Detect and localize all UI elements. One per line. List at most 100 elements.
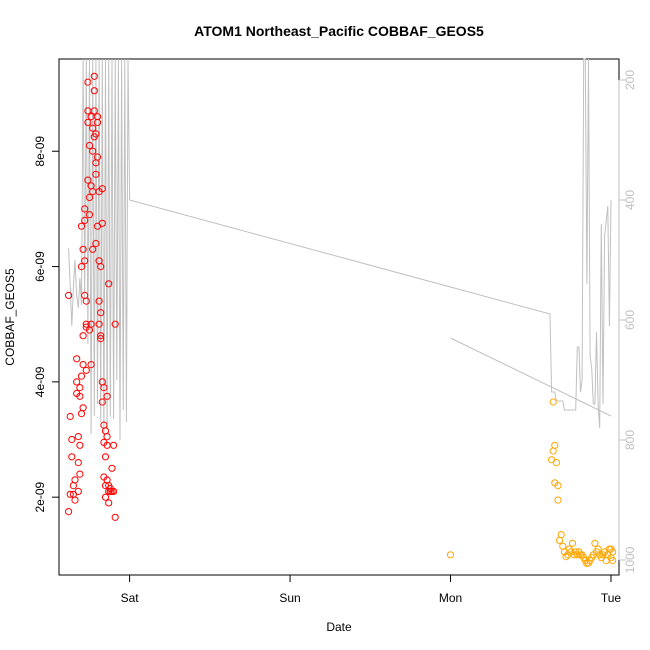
- points-layer: [65, 72, 617, 568]
- data-point: [90, 72, 98, 80]
- data-point: [79, 404, 87, 412]
- data-point: [97, 335, 105, 343]
- data-point: [105, 280, 113, 288]
- data-point: [97, 263, 105, 271]
- data-point: [89, 124, 97, 132]
- data-point: [98, 398, 106, 406]
- data-point: [81, 205, 89, 213]
- y-axis: 2e-09 4e-09 6e-09 8e-09: [33, 136, 60, 513]
- data-point: [111, 320, 119, 328]
- y-tick-label: 8e-09: [33, 136, 47, 167]
- data-point: [101, 453, 110, 461]
- data-point: [100, 384, 108, 392]
- data-point: [95, 297, 103, 305]
- data-point: [77, 263, 86, 271]
- data-point: [76, 384, 84, 392]
- data-point: [79, 361, 87, 369]
- x-axis-label: Date: [326, 620, 352, 634]
- data-point: [85, 141, 94, 150]
- data-point: [108, 464, 116, 472]
- data-point: [79, 332, 87, 340]
- data-point: [85, 211, 94, 219]
- data-point: [73, 355, 81, 363]
- data-point: [74, 487, 82, 495]
- data-point: [557, 531, 565, 539]
- data-point: [84, 78, 92, 86]
- data-point: [92, 130, 100, 138]
- data-point: [92, 170, 100, 178]
- data-point: [85, 193, 94, 201]
- data-point: [90, 107, 98, 115]
- data-point: [77, 410, 86, 418]
- data-point: [552, 459, 561, 467]
- data-point: [549, 398, 557, 406]
- data-point: [82, 366, 90, 374]
- data-point: [76, 392, 84, 400]
- y2-tick-label: 800: [623, 430, 637, 450]
- data-point: [68, 435, 76, 444]
- data-point: [562, 553, 570, 561]
- data-point: [103, 392, 111, 400]
- y2-tick-label: 400: [623, 190, 637, 210]
- data-point: [92, 239, 100, 248]
- data-point: [89, 147, 97, 155]
- y-tick-label: 2e-09: [33, 482, 47, 513]
- data-point: [568, 539, 577, 547]
- data-point: [81, 257, 89, 265]
- y-tick-label: 6e-09: [33, 251, 47, 282]
- data-point: [609, 548, 617, 556]
- data-point: [74, 433, 82, 441]
- data-point: [98, 219, 106, 227]
- pressure-line-segment: [450, 337, 612, 417]
- data-point: [82, 297, 90, 305]
- y2-axis: 200 400 600 800 1000: [618, 70, 637, 573]
- data-point: [74, 459, 82, 467]
- data-point: [65, 291, 73, 299]
- data-point: [90, 87, 98, 95]
- y2-tick-label: 1000: [623, 546, 637, 573]
- data-point: [84, 118, 92, 127]
- pressure-layer: [68, 58, 612, 441]
- x-tick-label: Sun: [279, 591, 300, 605]
- data-point: [111, 513, 119, 521]
- data-point: [103, 433, 111, 441]
- data-point: [446, 551, 455, 559]
- x-axis: Sat Sun Mon Tue: [121, 574, 621, 605]
- data-point: [71, 496, 79, 504]
- data-point: [66, 490, 74, 498]
- data-point: [551, 441, 559, 449]
- data-point: [554, 482, 562, 490]
- data-point: [609, 557, 617, 565]
- data-point: [65, 508, 73, 516]
- data-point: [76, 441, 84, 449]
- data-point: [554, 496, 562, 504]
- data-point: [105, 499, 113, 507]
- y-axis-label: COBBAF_GEOS5: [3, 268, 17, 366]
- y2-tick-label: 600: [623, 310, 637, 330]
- y2-tick-label: 200: [623, 70, 637, 90]
- data-point: [84, 176, 92, 184]
- pressure-line: [68, 58, 612, 441]
- data-point: [71, 476, 79, 484]
- data-point: [76, 470, 84, 478]
- data-point: [110, 441, 118, 449]
- plot-frame: [58, 58, 620, 576]
- data-point: [95, 320, 103, 328]
- data-point: [89, 245, 97, 253]
- data-point: [68, 453, 76, 461]
- data-point: [82, 320, 90, 328]
- data-point: [77, 222, 86, 230]
- data-point: [93, 118, 102, 127]
- data-point: [93, 153, 102, 161]
- data-point: [556, 536, 564, 545]
- data-point: [110, 487, 118, 495]
- chart-title: ATOM1 Northeast_Pacific COBBAF_GEOS5: [194, 23, 484, 39]
- data-point: [101, 493, 110, 501]
- data-point: [81, 216, 89, 224]
- data-point: [97, 309, 105, 317]
- x-tick-label: Sat: [121, 591, 140, 605]
- data-point: [591, 539, 599, 547]
- data-point: [66, 412, 74, 421]
- y-tick-label: 4e-09: [33, 366, 47, 397]
